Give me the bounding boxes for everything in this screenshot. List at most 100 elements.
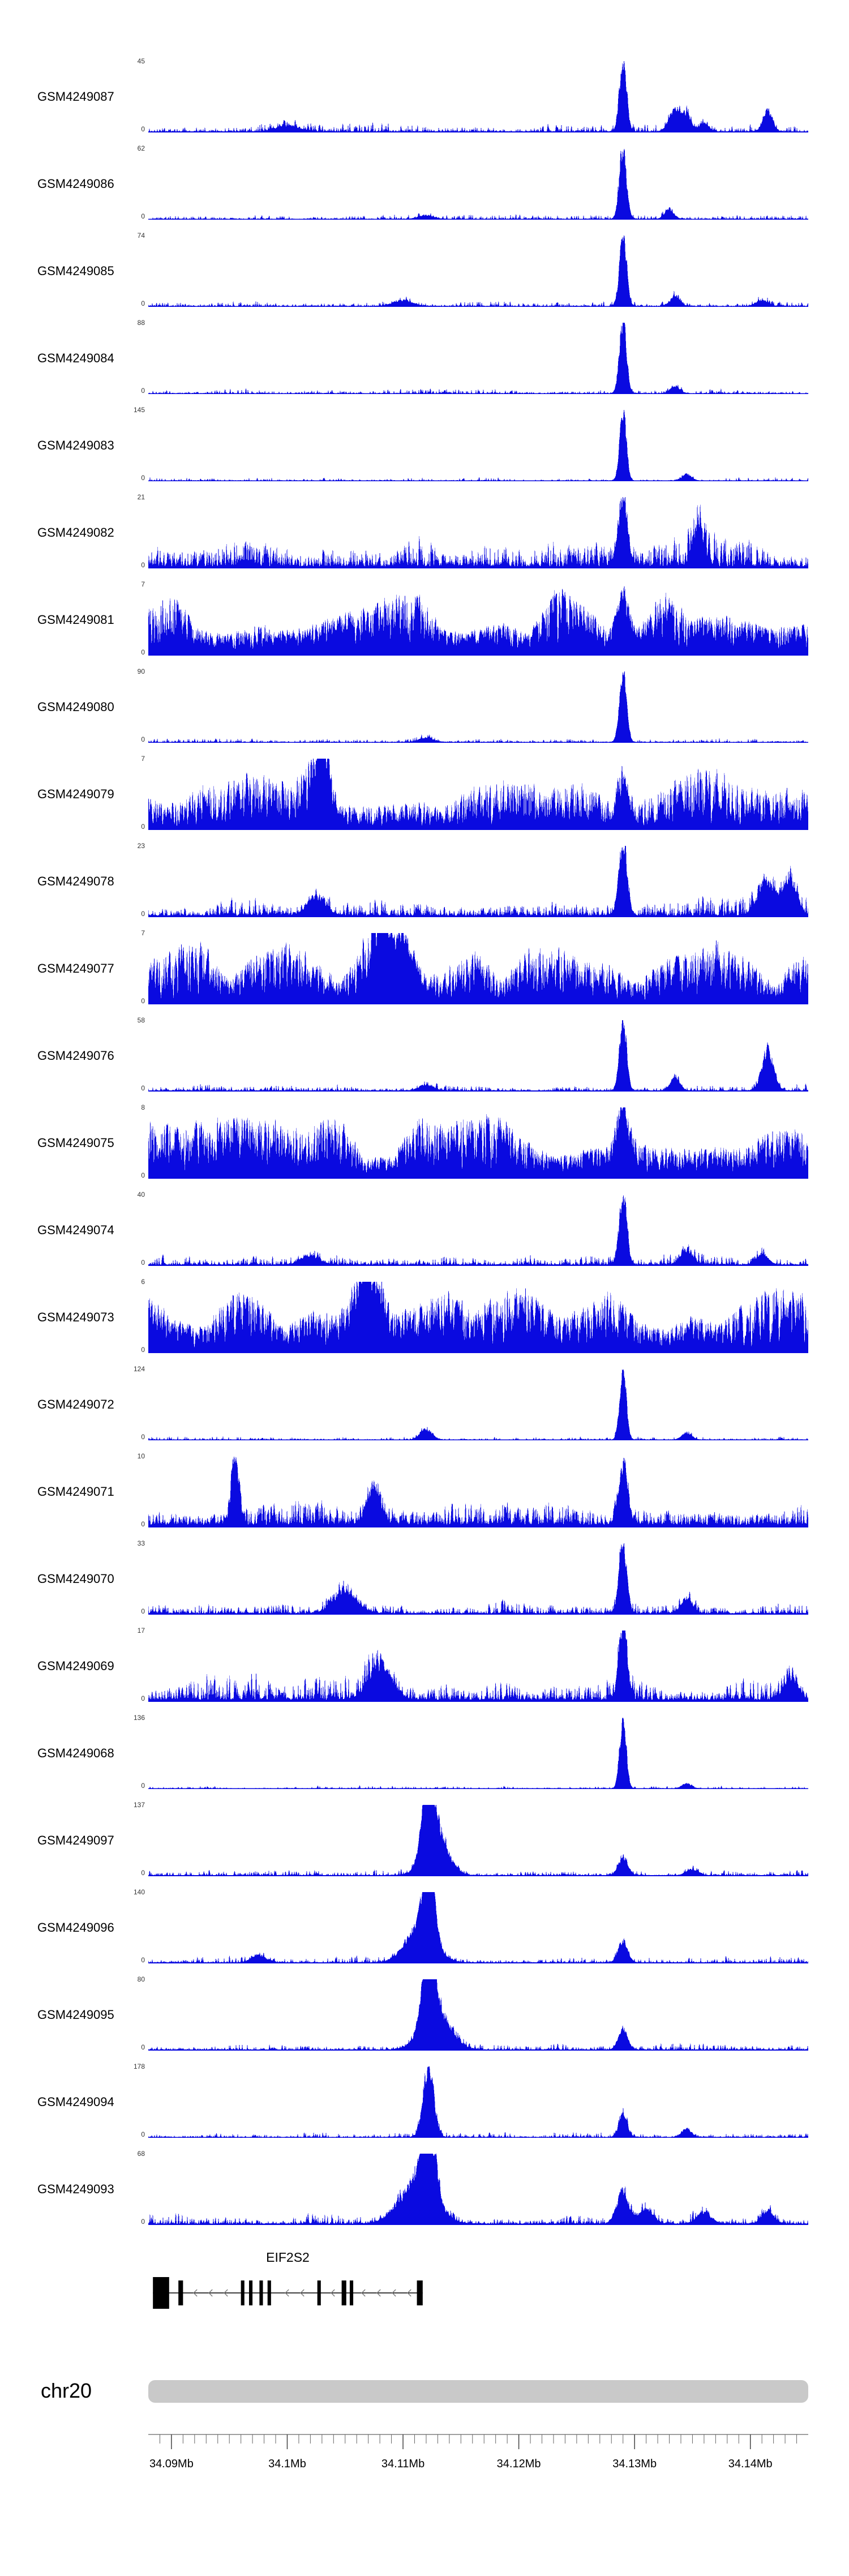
strand-arrow-icon [407,2289,411,2297]
track-ymin-label: 0 [141,2043,145,2051]
track-label: GSM4249069 [37,1659,114,1673]
signal-area [148,497,808,568]
track-row: GSM4249082 21 0 [0,490,849,577]
track-ymin-label: 0 [141,1171,145,1179]
track-label: GSM4249083 [37,438,114,452]
gene-name-label: EIF2S2 [266,2250,310,2265]
gene-exon [178,2280,183,2305]
track-ymax-label: 137 [133,1801,145,1809]
signal-area [148,1718,808,1789]
track-ymax-label: 45 [137,57,145,65]
track-ymax-label: 178 [133,2062,145,2070]
track-row: GSM4249096 140 0 [0,1885,849,1972]
track-row: GSM4249097 137 0 [0,1798,849,1885]
track-row: GSM4249069 17 0 [0,1624,849,1711]
track-row: GSM4249079 7 0 [0,752,849,839]
track-ymin-label: 0 [141,648,145,656]
signal-plot [148,846,808,917]
track-ymin-label: 0 [141,2130,145,2138]
track-ymax-label: 145 [133,406,145,414]
track-label: GSM4249075 [37,1136,114,1150]
signal-plot [148,2154,808,2225]
track-label: GSM4249093 [37,2182,114,2196]
signal-plot [148,1631,808,1702]
track-ymax-label: 40 [137,1191,145,1199]
strand-arrow-icon [331,2289,335,2297]
track-label: GSM4249096 [37,1920,114,1935]
track-ymin-label: 0 [141,1433,145,1441]
gene-track: EIF2S2 [0,2234,849,2347]
signal-plot [148,323,808,394]
track-label: GSM4249082 [37,525,114,540]
track-label: GSM4249070 [37,1572,114,1586]
signal-plot [148,148,808,220]
track-row: GSM4249085 74 0 [0,229,849,316]
track-ymax-label: 33 [137,1539,145,1547]
track-ymin-label: 0 [141,561,145,569]
signal-plot [148,1456,808,1527]
signal-plot [148,1718,808,1789]
gene-model [153,2277,423,2309]
gene-exon [349,2280,354,2305]
track-row: GSM4249076 58 0 [0,1013,849,1101]
signal-plot [148,1892,808,1963]
signal-area [148,61,808,132]
track-ymax-label: 74 [137,232,145,239]
track-ymin-label: 0 [141,1084,145,1092]
track-label: GSM4249077 [37,961,114,975]
signal-area [148,671,808,743]
track-label: GSM4249076 [37,1049,114,1063]
gene-exon [267,2280,271,2305]
signal-area [148,148,808,220]
strand-arrow-icon [285,2289,289,2297]
track-label: GSM4249068 [37,1746,114,1760]
signal-tracks-container: GSM4249087 45 0 GSM4249086 62 0 GSM4249085 74 0 G… [0,54,849,2234]
track-label: GSM4249086 [37,177,114,191]
signal-area [148,1892,808,1963]
track-row: GSM4249078 23 0 [0,839,849,926]
signal-area [148,323,808,394]
track-row: GSM4249083 145 0 [0,403,849,490]
track-ymax-label: 140 [133,1888,145,1896]
axis-tick-label: 34.09Mb [149,2458,194,2470]
signal-area [148,759,808,830]
signal-area [148,1107,808,1179]
gene-exon [341,2280,346,2305]
signal-area [148,1631,808,1702]
gene-exon [241,2280,245,2305]
signal-plot [148,671,808,743]
signal-plot [148,1020,808,1092]
chromosome-row: chr20 [0,2376,849,2410]
track-label: GSM4249078 [37,874,114,888]
track-row: GSM4249073 6 0 [0,1275,849,1362]
signal-plot [148,1805,808,1876]
track-ymin-label: 0 [141,125,145,133]
track-ymax-label: 136 [133,1714,145,1722]
strand-arrow-icon [193,2289,198,2297]
track-row: GSM4249094 178 0 [0,2060,849,2147]
signal-area [148,1195,808,1266]
track-ymin-label: 0 [141,1607,145,1615]
track-row: GSM4249080 90 0 [0,665,849,752]
track-ymax-label: 6 [141,1278,145,1286]
track-label: GSM4249073 [37,1310,114,1324]
track-ymax-label: 124 [133,1365,145,1373]
signal-plot [148,759,808,830]
signal-plot [148,410,808,481]
track-ymin-label: 0 [141,1259,145,1266]
track-ymax-label: 23 [137,842,145,850]
gene-first-exon [153,2277,169,2309]
signal-area [148,410,808,481]
track-label: GSM4249079 [37,787,114,801]
gene-exon [259,2280,263,2305]
signal-plot [148,1107,808,1179]
track-ymax-label: 21 [137,493,145,501]
track-label: GSM4249095 [37,2008,114,2022]
track-row: GSM4249077 7 0 [0,926,849,1013]
track-row: GSM4249070 33 0 [0,1537,849,1624]
signal-area [148,1020,808,1092]
track-ymax-label: 8 [141,1103,145,1111]
track-ymin-label: 0 [141,823,145,831]
track-ymax-label: 10 [137,1452,145,1460]
